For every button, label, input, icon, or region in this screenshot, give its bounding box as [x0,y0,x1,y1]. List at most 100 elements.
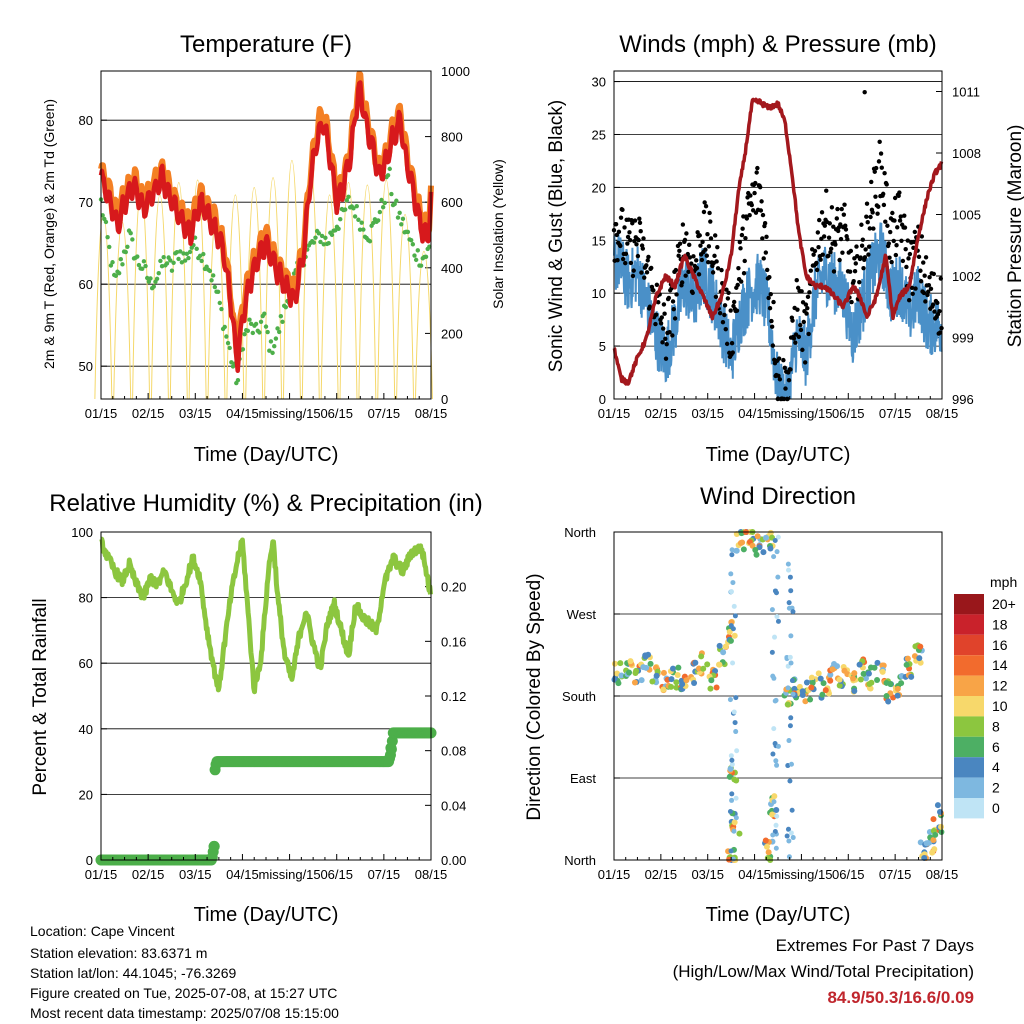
direction-point [785,663,791,669]
direction-point [894,685,901,692]
gust-point [653,321,658,327]
gust-point [794,278,799,283]
direction-point [727,765,734,772]
gust-point [613,221,619,227]
gust-point [837,257,842,263]
direction-point [729,552,735,558]
humidity-y2-tick-label: 0.08 [441,744,466,759]
gust-point [863,247,868,252]
direction-point [730,660,736,666]
dewpoint-point [412,253,417,258]
gust-point [707,210,712,216]
dewpoint-point [110,260,115,265]
gust-point [776,373,781,379]
direction-point [727,697,733,703]
direction-point [862,675,869,682]
gust-point [755,165,760,171]
gust-point [880,191,886,197]
gust-point [738,246,743,251]
winds-y2-tick-label: 1002 [952,269,981,284]
legend-label: 6 [992,739,1000,755]
gust-point [902,213,907,218]
extremes-subheading: (High/Low/Max Wind/Total Precipitation) [672,962,974,981]
gust-point [937,330,943,335]
insolation-arch [132,186,151,400]
temperature-x-tick-label: 03/15 [179,406,212,421]
gust-point [923,299,928,304]
dewpoint-point [253,321,259,327]
direction-point [673,679,680,686]
direction-point [771,799,777,805]
direction-point [883,679,890,686]
insolation-arch [169,182,188,400]
dewpoint-point [178,249,183,254]
dewpoint-point [352,214,358,219]
dewpoint-point [158,258,163,264]
gust-point [834,216,840,221]
gust-point [701,209,707,215]
temperature-x-tick-label: 01/15 [85,406,118,421]
dewpoint-point [267,348,272,353]
winds-y-tick-label: 25 [592,127,606,142]
gust-point [713,233,718,238]
humidity-y2-tick-label: 0.04 [441,798,466,813]
gust-point [816,245,821,250]
dewpoint-point [382,200,387,206]
gust-point [768,292,773,297]
direction-point [787,778,793,784]
gust-point [851,278,856,284]
direction-point [885,698,892,705]
gust-point [922,273,927,278]
gust-point [654,282,660,287]
gust-point [890,210,895,216]
direction-point [788,715,794,721]
gust-point [710,270,716,275]
dewpoint-point [344,197,350,203]
direction-point [786,738,792,744]
direction-x-tick-label: 06/15 [832,867,865,882]
gust-point [783,386,788,391]
dewpoint-point [225,340,231,346]
gust-point [921,290,927,296]
winds-xlabel: Time (Day/UTC) [706,444,851,466]
direction-point [631,679,638,686]
gust-point [865,220,870,225]
direction-point [729,757,735,763]
direction-point [771,726,777,732]
insolation-arch [358,184,377,400]
gust-point [720,319,726,325]
gust-point [744,216,750,221]
gust-point [897,218,903,223]
gust-point [845,236,850,242]
direction-point [734,748,740,754]
direction-point [708,677,715,684]
gust-point [646,254,651,260]
recent-timestamp: Most recent data timestamp: 2025/07/08 1… [30,1005,339,1021]
dewpoint-point [351,206,356,211]
direction-point [796,683,803,690]
gust-point [622,225,627,230]
direction-point [787,574,793,580]
gust-point [618,243,623,249]
gust-point [801,319,806,325]
direction-point [712,668,719,675]
gust-point [804,311,809,316]
gust-point [907,298,912,303]
gust-point [752,190,757,196]
gust-point [703,204,709,209]
gust-point [705,232,710,237]
direction-point [732,613,738,619]
gust-point [673,267,679,273]
gust-point [615,258,620,263]
gust-point [653,312,659,317]
gust-point [769,324,775,329]
dewpoint-point [280,319,285,324]
gust-point [627,230,632,235]
direction-point [790,609,796,615]
direction-point [729,791,735,797]
gust-point [625,234,631,240]
gust-point [918,279,924,284]
dewpoint-point [321,242,326,247]
dewpoint-point [135,254,140,259]
gust-point [699,257,705,263]
